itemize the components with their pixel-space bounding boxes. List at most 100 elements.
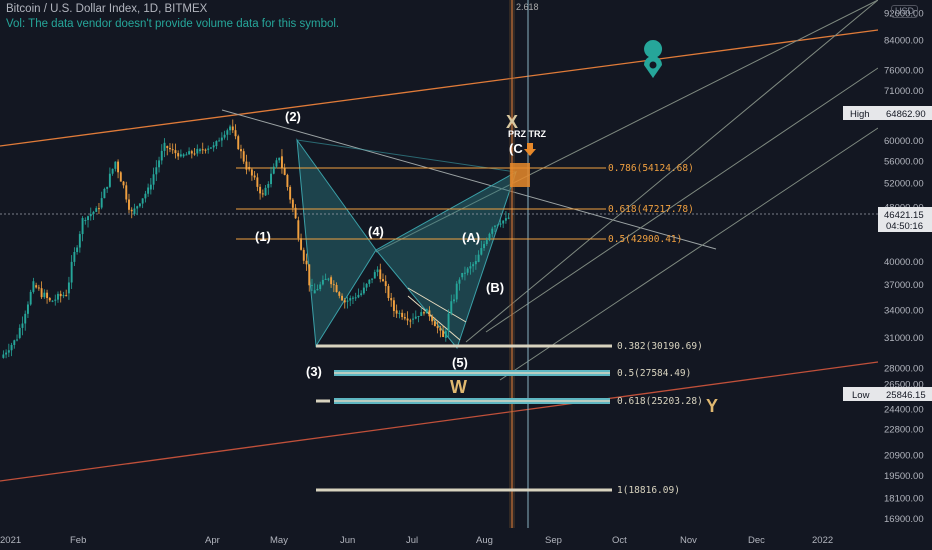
candle-body <box>264 187 267 196</box>
time-axis[interactable]: 2021 Feb Apr May Jun Jul Aug Sep Oct Nov Dec 2022 <box>0 528 932 550</box>
candle-body <box>250 169 253 176</box>
channel-lines <box>0 0 879 482</box>
price-axis[interactable]: 92000.0084000.0076000.0071000.0066000.00… <box>843 0 932 550</box>
candle-body <box>193 153 196 155</box>
candle-body <box>294 207 297 219</box>
candle-body <box>330 277 333 285</box>
candle-body <box>218 140 221 142</box>
candle-body <box>179 154 182 157</box>
candle-body <box>76 247 79 252</box>
candle-body <box>409 320 412 322</box>
candle-body <box>155 167 158 175</box>
candle-body <box>125 185 128 200</box>
candle-body <box>78 234 81 248</box>
candle-body <box>70 261 73 283</box>
price-tick: 60000.00 <box>884 136 924 147</box>
candle-body <box>199 149 201 152</box>
wave-label-5: (5) <box>452 355 468 370</box>
candle-body <box>220 137 223 141</box>
candle-body <box>182 154 185 157</box>
candle-body <box>463 272 466 274</box>
candle-body <box>442 330 445 337</box>
candle-body <box>423 312 425 314</box>
candle-body <box>384 281 387 287</box>
candle-body <box>51 300 54 302</box>
candle-body <box>26 304 29 314</box>
current-price-bg <box>878 207 932 232</box>
candle-body <box>286 174 289 187</box>
candle-body <box>207 148 210 150</box>
candle-body <box>504 218 507 221</box>
symbol-title[interactable]: Bitcoin / U.S. Dollar Index, 1D, BITMEX <box>6 3 208 15</box>
candle-body <box>84 220 87 222</box>
pattern-label-w: W <box>450 377 467 397</box>
candle-body <box>302 249 305 261</box>
candle-body <box>305 260 308 265</box>
fork-line-2[interactable] <box>485 67 879 333</box>
candle-body <box>160 150 163 161</box>
candle-body <box>59 293 62 297</box>
time-tick: Nov <box>680 535 697 546</box>
candle-body <box>171 149 174 151</box>
price-tick: 26500.00 <box>884 380 924 391</box>
candle-body <box>436 326 439 329</box>
candle-body <box>87 216 89 221</box>
candle-body <box>349 298 352 301</box>
candle-body <box>37 287 40 289</box>
candle-body <box>114 161 117 169</box>
price-tick: 56000.00 <box>884 157 924 168</box>
candle-body <box>341 295 343 301</box>
time-tick: Sep <box>545 535 562 546</box>
price-tick: 92000.00 <box>884 9 924 20</box>
fork-median[interactable] <box>465 0 879 343</box>
wave-label-a: (A) <box>462 230 480 245</box>
candle-body <box>300 238 303 250</box>
fib-label-0786: 0.786(54124.68) <box>608 163 694 174</box>
price-tick: 31000.00 <box>884 333 924 344</box>
price-tick: 16900.00 <box>884 514 924 525</box>
candle-body <box>242 151 245 162</box>
candle-body <box>379 269 382 280</box>
prz-label: PRZ TRZ <box>508 129 546 139</box>
candle-body <box>444 331 447 338</box>
red-channel-bottom[interactable] <box>0 361 879 482</box>
currency-badge[interactable]: USD <box>891 5 919 18</box>
fork-line-1[interactable] <box>375 0 879 253</box>
price-tick: 76000.00 <box>884 66 924 77</box>
candle-body <box>308 264 311 286</box>
descending-trendline[interactable] <box>221 109 717 250</box>
candle-body <box>169 147 171 150</box>
candle-body <box>149 184 152 190</box>
candle-body <box>111 168 114 174</box>
candle-body <box>163 142 166 151</box>
candle-body <box>10 344 13 351</box>
candle-body <box>403 317 406 319</box>
fork-line-3[interactable] <box>499 127 879 381</box>
top-number: 2.618 <box>516 2 539 12</box>
candle-body <box>371 278 374 280</box>
candle-body <box>368 279 371 284</box>
candle-body <box>494 225 496 227</box>
harmonic-pattern[interactable] <box>296 138 517 350</box>
candle-body <box>21 323 24 328</box>
map-pin-icon[interactable] <box>644 40 663 78</box>
candle-body <box>212 145 215 148</box>
candle-body <box>152 174 155 185</box>
wave-label-c: (C <box>509 141 523 156</box>
candle-body <box>272 166 275 174</box>
candle-body <box>357 294 360 298</box>
candle-body <box>89 214 92 217</box>
prz-zone[interactable] <box>510 163 530 187</box>
time-tick: Jun <box>340 535 355 546</box>
candle-body <box>147 187 150 194</box>
candle-body <box>313 290 316 294</box>
orange-channel-top[interactable] <box>0 29 879 147</box>
fib-lines[interactable] <box>0 167 878 492</box>
candle-body <box>48 297 51 301</box>
candle-body <box>343 300 346 303</box>
candle-body <box>291 199 294 208</box>
candle-body <box>177 153 180 157</box>
candle-body <box>204 149 207 151</box>
candle-body <box>253 175 256 178</box>
